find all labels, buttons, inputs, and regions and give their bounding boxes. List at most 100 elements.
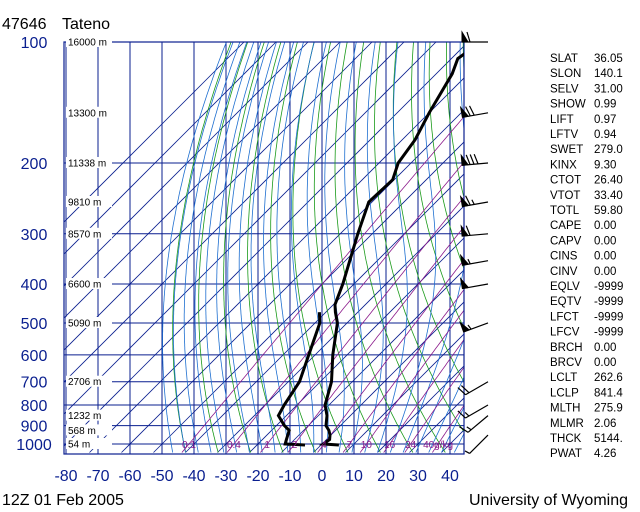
wind-barb: [459, 277, 489, 290]
pressure-tick-label: 500: [21, 316, 48, 333]
index-name: SLON: [550, 68, 581, 80]
temperature-tick-label: -50: [150, 468, 173, 485]
height-label-bg: [66, 36, 112, 47]
wind-barb-flag: [460, 224, 469, 237]
pressure-tick-label: 200: [21, 156, 48, 173]
mixing-ratio-label: 1: [264, 440, 270, 451]
plot-border: [63, 41, 465, 455]
index-name: CAPV: [550, 235, 582, 247]
height-label-bg: [66, 316, 112, 328]
height-label-bg: [66, 106, 112, 118]
mixing-ratio-line: [287, 226, 464, 453]
index-name: CAPE: [550, 220, 582, 232]
temperature-tick-label: -30: [214, 468, 237, 485]
index-value: 26.40: [594, 175, 623, 187]
wind-barb: [457, 404, 489, 419]
pressure-tick-label: 300: [21, 227, 48, 244]
moist-adiabat-line: [216, 42, 262, 453]
index-value: -9999: [594, 327, 623, 339]
index-name: EQTV: [550, 296, 582, 308]
isotherm-line: [64, 42, 309, 287]
isotherm-line: [249, 237, 464, 453]
height-label-bg: [66, 278, 112, 290]
wind-barb-feather: [468, 105, 475, 116]
mixing-ratio-label: 10: [361, 440, 373, 451]
index-value: -9999: [594, 296, 623, 308]
moist-adiabat-line: [306, 42, 329, 453]
index-value: 0.97: [594, 114, 616, 126]
profile-layer: [276, 52, 464, 447]
isotherm-line: [153, 141, 464, 453]
dry-adiabat-line: [629, 42, 640, 453]
index-name: BRCH: [550, 342, 583, 354]
index-value: 279.0: [594, 144, 623, 156]
index-value: 0.00: [594, 342, 616, 354]
temperature-tick-label: 30: [409, 468, 427, 485]
index-value: -9999: [594, 311, 623, 323]
wind-barb-flag: [460, 153, 469, 166]
isotherm-line: [121, 109, 464, 453]
mixing-ratio-label: 4: [321, 440, 327, 451]
height-label-bg: [66, 195, 112, 207]
temperature-tick-label: -20: [246, 468, 269, 485]
index-name: MLMR: [550, 418, 584, 430]
moist-adiabat-line: [364, 42, 384, 453]
index-value: 262.6: [594, 372, 623, 384]
temperature-tick-label: -80: [54, 468, 77, 485]
height-label: 5090 m: [68, 318, 101, 329]
temperature-tick-label: 20: [377, 468, 395, 485]
height-label: 2706 m: [68, 377, 101, 388]
dry-adiabat-line: [223, 42, 265, 453]
index-value: 0.00: [594, 251, 616, 263]
index-name: BRCV: [550, 357, 582, 369]
moist-adiabat-line: [344, 42, 363, 453]
index-value: 841.4: [594, 387, 623, 399]
index-name: VTOT: [550, 190, 580, 202]
credit-label: University of Wyoming: [469, 492, 628, 509]
mixing-ratio-line: [317, 259, 464, 453]
dry-adiabat-line: [270, 42, 316, 453]
height-label-bg: [66, 438, 112, 449]
moist-adiabat-line: [415, 338, 464, 453]
wind-barb-staff: [469, 434, 489, 454]
mixing-ratio-label: 0.1: [182, 440, 196, 451]
index-value: 33.40: [594, 190, 623, 202]
index-value: 9.30: [594, 159, 616, 171]
wind-barb: [464, 434, 489, 454]
isotherm-line: [64, 45, 464, 447]
height-label: 6600 m: [68, 280, 101, 291]
moist-adiabat-line: [227, 42, 269, 453]
index-value: 0.00: [594, 220, 616, 232]
index-value: 0.99: [594, 99, 616, 111]
isotherm-line: [281, 269, 464, 453]
indices-panel: SLAT 36.05 SLON 140.1 SELV 31.00 SHOW 0.99 LIFT 0…: [550, 53, 623, 460]
wind-barb-flag: [459, 277, 470, 290]
index-name: KINX: [550, 159, 577, 171]
height-label-bg: [66, 227, 112, 239]
temperature-tick-label: -10: [278, 468, 301, 485]
station-name: Tateno: [62, 16, 110, 33]
pressure-tick-label: 900: [21, 419, 48, 436]
moist-adiabat-line: [250, 42, 286, 453]
pressure-tick-label: 1000: [16, 437, 52, 454]
moist-adiabat-line: [173, 42, 234, 453]
wind-barb-feather: [465, 154, 471, 165]
index-value: 0.94: [594, 129, 617, 141]
index-name: THCK: [550, 433, 582, 445]
isotherm-line: [64, 42, 245, 223]
dry-adiabat-line: [198, 42, 249, 453]
dry-adiabat-line: [428, 42, 464, 270]
dry-adiabat-line: [392, 42, 464, 383]
index-name: CTOT: [550, 175, 581, 187]
mixing-ratio-label: 2: [292, 440, 298, 451]
index-value: -9999: [594, 281, 623, 293]
wind-barb: [460, 153, 489, 166]
wind-barb: [459, 415, 489, 433]
moist-adiabat-line: [290, 42, 315, 453]
temperature-tick-label: 40: [441, 468, 459, 485]
moist-adiabat-line: [377, 42, 408, 453]
moist-adiabat-line: [441, 406, 464, 453]
pressure-tick-label: 100: [21, 35, 48, 52]
